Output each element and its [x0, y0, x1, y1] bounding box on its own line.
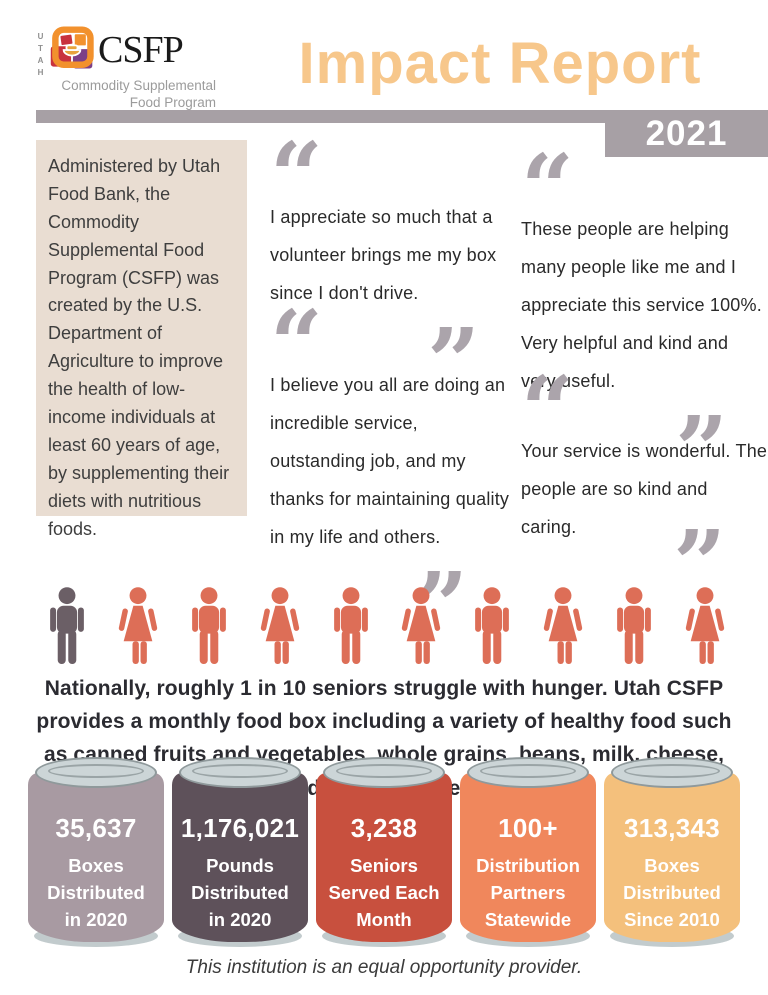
stat-label-line: Distributed [191, 881, 289, 903]
stat-label-line: Partners [490, 881, 566, 903]
page-title: Impact Report [298, 31, 702, 96]
stat-label-line: in 2020 [64, 908, 128, 930]
csfp-logo-row: UTAH CSFP [36, 26, 216, 80]
stat-cans-row: 35,637 Boxes Distributed in 2020 1,176,0… [28, 757, 740, 949]
woman-icon [394, 582, 448, 670]
stat-can-seniors-monthly: 3,238 Seniors Served Each Month [316, 757, 452, 947]
csfp-subtitle-line2: Food Program [129, 94, 216, 110]
equal-opportunity-notice: This institution is an equal opportunity… [185, 957, 583, 978]
stat-text: 100+ Distribution Partners Statewide [464, 813, 592, 933]
woman-icon [253, 582, 307, 670]
man-icon [182, 582, 236, 670]
stat-number: 313,343 [623, 813, 721, 843]
can-lid-icon [179, 757, 301, 788]
stat-number: 1,176,021 [180, 813, 300, 843]
man-icon [465, 582, 519, 670]
stat-can-boxes-2020: 35,637 Boxes Distributed in 2020 [28, 757, 164, 947]
stat-label-line: Statewide [484, 908, 572, 930]
population-row [40, 580, 732, 670]
can-body [316, 773, 452, 942]
can-body [28, 773, 164, 942]
hunger-statement: Nationally, roughly 1 in 10 seniors stru… [36, 677, 732, 800]
stat-number: 3,238 [350, 813, 418, 843]
csfp-subtitle: Commodity Supplemental Food Program [36, 78, 216, 112]
man-icon [40, 582, 94, 670]
csfp-subtitle-line1: Commodity Supplemental [61, 78, 216, 93]
woman-icon [536, 582, 590, 670]
stat-number: 35,637 [55, 813, 137, 843]
utah-vertical-label: UTAH [36, 32, 45, 80]
open-quote-icon [270, 316, 516, 366]
can-lid-icon [35, 757, 157, 788]
woman-icon [678, 582, 732, 670]
csfp-logo: UTAH CSFP Commodity Supplemental Food Pr… [36, 26, 216, 112]
stat-label-line: Pounds [206, 855, 274, 876]
man-icon [324, 582, 378, 670]
can-lid-icon [611, 757, 733, 788]
can-body [172, 773, 308, 942]
stat-can-distribution-partners: 100+ Distribution Partners Statewide [460, 757, 596, 947]
stat-label-line: Boxes [644, 855, 700, 876]
can-lid-icon [323, 757, 445, 788]
testimonial-quote-3: I believe you all are doing an incredibl… [270, 316, 516, 590]
header-divider-bar [36, 110, 768, 123]
stat-number: 100+ [498, 813, 558, 843]
can-body [460, 773, 596, 942]
stat-text: 35,637 Boxes Distributed in 2020 [32, 813, 160, 933]
stat-text: 1,176,021 Pounds Distributed in 2020 [176, 813, 304, 933]
csfp-acronym: CSFP [98, 29, 184, 71]
open-quote-icon [521, 382, 768, 432]
quote-text: Your service is wonderful. The people ar… [521, 441, 768, 537]
stat-label-line: Month [356, 908, 412, 930]
stat-label-line: Distributed [47, 881, 145, 903]
open-quote-icon [521, 160, 768, 210]
open-quote-icon [270, 148, 508, 198]
stat-label-line: Since 2010 [624, 908, 720, 930]
man-icon [607, 582, 661, 670]
stat-label-line: Served Each [328, 881, 440, 903]
stat-can-pounds-2020: 1,176,021 Pounds Distributed in 2020 [172, 757, 308, 947]
woman-icon [111, 582, 165, 670]
stat-label-line: Seniors [350, 855, 418, 876]
testimonial-quote-4: Your service is wonderful. The people ar… [521, 382, 768, 548]
stat-label-line: Distributed [623, 881, 721, 903]
report-year-badge: 2021 [605, 110, 768, 157]
stat-label-line: Boxes [68, 855, 124, 876]
stat-label-line: Distribution [476, 855, 580, 876]
stat-text: 313,343 Boxes Distributed Since 2010 [608, 813, 736, 933]
program-description: Administered by Utah Food Bank, the Comm… [36, 140, 247, 539]
can-body [604, 773, 740, 942]
stat-label-line: in 2020 [208, 908, 272, 930]
stat-can-boxes-since-2010: 313,343 Boxes Distributed Since 2010 [604, 757, 740, 947]
quote-text: I believe you all are doing an incredibl… [270, 375, 510, 547]
csfp-logo-mark-icon [50, 26, 94, 69]
stat-text: 3,238 Seniors Served Each Month [320, 813, 448, 933]
can-lid-icon [467, 757, 589, 788]
